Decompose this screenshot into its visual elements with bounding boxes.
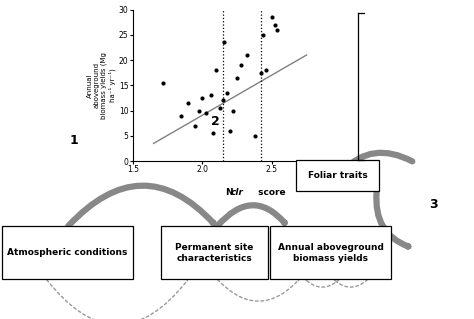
Text: Atmospheric conditions: Atmospheric conditions — [8, 248, 128, 257]
Text: 3: 3 — [429, 198, 438, 211]
Point — [271, 22, 278, 27]
Point — [263, 68, 270, 73]
Text: 1: 1 — [69, 134, 78, 147]
Text: clr: clr — [230, 188, 244, 197]
Point — [268, 15, 275, 20]
FancyBboxPatch shape — [270, 226, 391, 279]
Text: 2: 2 — [211, 115, 220, 128]
FancyBboxPatch shape — [296, 160, 379, 191]
Point — [191, 123, 199, 128]
Point — [210, 131, 217, 136]
Text: score: score — [255, 188, 285, 197]
Point — [229, 108, 237, 113]
Point — [184, 100, 192, 106]
Y-axis label: Annual
aboveground
biomass yields (Mg
ha⁻¹ yr⁻¹): Annual aboveground biomass yields (Mg ha… — [87, 52, 116, 119]
Point — [212, 68, 220, 73]
Text: N: N — [226, 188, 237, 197]
Text: Foliar traits: Foliar traits — [308, 171, 368, 180]
Text: Permanent site
characteristics: Permanent site characteristics — [175, 243, 254, 263]
Point — [202, 111, 210, 116]
FancyBboxPatch shape — [161, 226, 268, 279]
Point — [178, 113, 185, 118]
Point — [221, 40, 228, 45]
Point — [243, 53, 251, 58]
Point — [251, 133, 259, 138]
Text: Annual aboveground
biomass yields: Annual aboveground biomass yields — [278, 243, 383, 263]
Point — [207, 93, 214, 98]
FancyBboxPatch shape — [2, 226, 133, 279]
Point — [219, 98, 227, 103]
Point — [233, 75, 241, 80]
Point — [260, 32, 267, 37]
Point — [237, 63, 245, 68]
Point — [223, 90, 231, 95]
Point — [160, 80, 167, 85]
Point — [196, 108, 203, 113]
Point — [199, 95, 206, 100]
Point — [257, 70, 264, 75]
Point — [273, 27, 281, 32]
Point — [226, 128, 234, 133]
Point — [217, 106, 224, 111]
